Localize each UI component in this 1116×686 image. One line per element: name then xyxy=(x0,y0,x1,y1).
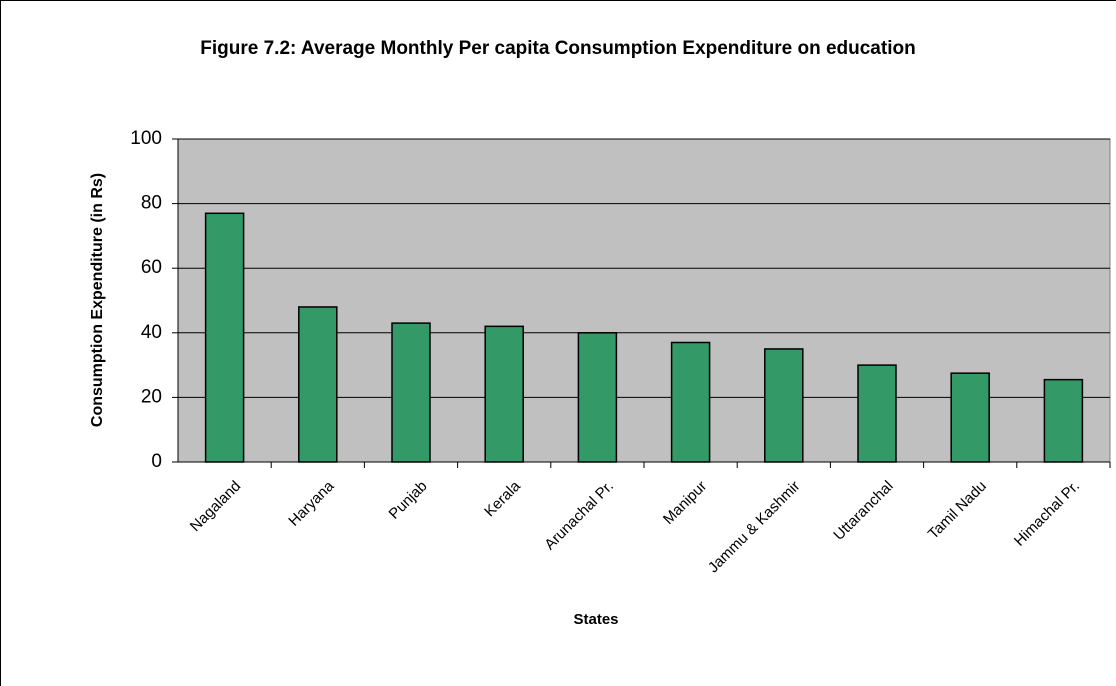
x-tick-label: Haryana xyxy=(285,477,338,530)
x-axis-label: States xyxy=(573,611,618,628)
y-tick-label: 40 xyxy=(141,322,162,343)
x-tick-label: Arunachal Pr. xyxy=(541,478,617,554)
x-tick-label: Uttaranchal xyxy=(830,478,896,544)
x-tick-label: Tamil Nadu xyxy=(925,478,990,543)
y-axis-label: Consumption Expenditure (in Rs) xyxy=(89,173,106,427)
bar xyxy=(298,306,338,463)
x-tick-label: Kerala xyxy=(481,477,524,520)
bar xyxy=(204,212,245,463)
x-tick-label: Punjab xyxy=(386,478,431,523)
x-tick-label: Jammu & Kashmir xyxy=(705,478,804,577)
bar xyxy=(950,372,990,463)
x-tick-label: Manipur xyxy=(660,478,710,528)
bar xyxy=(391,322,431,463)
y-tick-label: 100 xyxy=(130,128,162,149)
x-tick-label: Nagaland xyxy=(187,478,244,535)
bar xyxy=(577,332,618,463)
bar xyxy=(857,364,897,463)
y-tick-label: 60 xyxy=(141,257,162,278)
bar xyxy=(764,348,804,463)
y-tick-label: 20 xyxy=(141,386,162,407)
y-tick-label: 0 xyxy=(151,451,162,472)
chart-title: Figure 7.2: Average Monthly Per capita C… xyxy=(200,38,916,59)
bar xyxy=(484,325,524,463)
y-tick-label: 80 xyxy=(141,193,162,214)
x-tick-label: Himachal Pr. xyxy=(1011,478,1083,550)
bar xyxy=(670,341,711,463)
bar xyxy=(1043,378,1084,463)
